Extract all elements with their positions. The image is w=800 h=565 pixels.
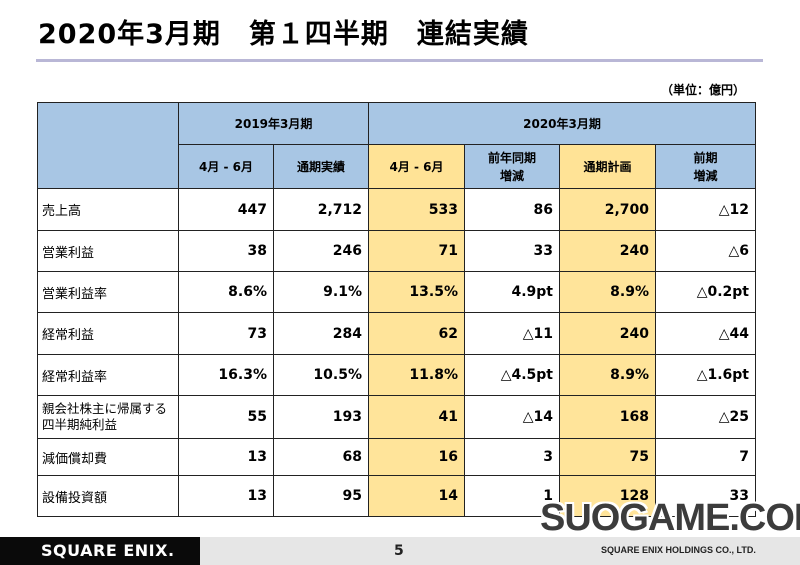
value-cell: 68 (273, 438, 369, 476)
title-underline (36, 59, 763, 62)
table-row: 経常利益 73 284 62 △11 240 △44 (37, 312, 756, 355)
value-cell: 2,700 (559, 188, 656, 231)
value-cell: 168 (559, 395, 656, 439)
value-cell: 95 (273, 475, 369, 517)
row-label: 経常利益率 (37, 354, 179, 396)
unit-label: （単位：億円） (661, 83, 746, 97)
column-header: 4月 - 6月 (178, 144, 274, 189)
value-cell: 41 (368, 395, 465, 439)
row-label: 減価償却費 (37, 438, 179, 476)
row-label: 営業利益 (37, 230, 179, 272)
value-cell: △4.5pt (464, 354, 560, 396)
page-number: 5 (394, 543, 404, 559)
value-cell: △0.2pt (655, 271, 756, 313)
table-row: 経常利益率 16.3% 10.5% 11.8% △4.5pt 8.9% △1.6pt (37, 354, 756, 396)
table-row: 減価償却費 13 68 16 3 75 7 (37, 438, 756, 476)
row-label: 設備投資額 (37, 475, 179, 517)
page-title: 2020年3月期 第１四半期 連結実績 (38, 19, 529, 50)
table-corner-header (37, 102, 179, 189)
footer-logo-band (0, 537, 200, 565)
square-enix-logo: SQUARE ENIX. (41, 541, 175, 560)
value-cell: 8.6% (178, 271, 274, 313)
header-fy2019: 2019年3月期 (178, 102, 369, 145)
value-cell: 16 (368, 438, 465, 476)
watermark: SUOGAME.COM (540, 497, 800, 539)
table-row: 売上高 447 2,712 533 86 2,700 △12 (37, 188, 756, 231)
header-fy2020: 2020年3月期 (368, 102, 756, 145)
value-cell: 11.8% (368, 354, 465, 396)
value-cell: △44 (655, 312, 756, 355)
table-row: 親会社株主に帰属する四半期純利益 55 193 41 △14 168 △25 (37, 395, 756, 439)
value-cell: △1.6pt (655, 354, 756, 396)
value-cell: △11 (464, 312, 560, 355)
table-row: 設備投資額 13 95 14 1 128 33 (37, 475, 756, 517)
value-cell: 2,712 (273, 188, 369, 231)
value-cell: 13.5% (368, 271, 465, 313)
value-cell: △12 (655, 188, 756, 231)
value-cell: △6 (655, 230, 756, 272)
table-row: 営業利益 38 246 71 33 240 △6 (37, 230, 756, 272)
value-cell: 86 (464, 188, 560, 231)
value-cell: 240 (559, 230, 656, 272)
table-row: 営業利益率 8.6% 9.1% 13.5% 4.9pt 8.9% △0.2pt (37, 271, 756, 313)
value-cell: 14 (368, 475, 465, 517)
value-cell: 447 (178, 188, 274, 231)
value-cell: 55 (178, 395, 274, 439)
value-cell: 240 (559, 312, 656, 355)
value-cell: 13 (178, 475, 274, 517)
row-label: 経常利益 (37, 312, 179, 355)
value-cell: 13 (178, 438, 274, 476)
value-cell: 4.9pt (464, 271, 560, 313)
value-cell: 9.1% (273, 271, 369, 313)
row-label: 売上高 (37, 188, 179, 231)
value-cell: 284 (273, 312, 369, 355)
value-cell: 3 (464, 438, 560, 476)
column-header: 4月 - 6月 (368, 144, 465, 189)
value-cell: 8.9% (559, 354, 656, 396)
column-header: 通期実績 (273, 144, 369, 189)
value-cell: 62 (368, 312, 465, 355)
value-cell: △25 (655, 395, 756, 439)
column-header: 通期計画 (559, 144, 656, 189)
row-label: 営業利益率 (37, 271, 179, 313)
company-name: SQUARE ENIX HOLDINGS CO., LTD. (601, 545, 756, 555)
results-table: 2019年3月期 2020年3月期 4月 - 6月 通期実績 4月 - 6月 前年同期… (37, 102, 756, 517)
value-cell: 33 (464, 230, 560, 272)
value-cell: 1 (464, 475, 560, 517)
value-cell: 246 (273, 230, 369, 272)
value-cell: 33 (655, 475, 756, 517)
value-cell: 16.3% (178, 354, 274, 396)
value-cell: 75 (559, 438, 656, 476)
value-cell: 38 (178, 230, 274, 272)
value-cell: 71 (368, 230, 465, 272)
value-cell: 73 (178, 312, 274, 355)
value-cell: 193 (273, 395, 369, 439)
value-cell: 7 (655, 438, 756, 476)
value-cell: 128 (559, 475, 656, 517)
row-label: 親会社株主に帰属する四半期純利益 (37, 395, 179, 439)
value-cell: 8.9% (559, 271, 656, 313)
column-header: 前年同期 増減 (464, 144, 560, 189)
value-cell: 10.5% (273, 354, 369, 396)
column-header: 前期 増減 (655, 144, 756, 189)
value-cell: △14 (464, 395, 560, 439)
value-cell: 533 (368, 188, 465, 231)
